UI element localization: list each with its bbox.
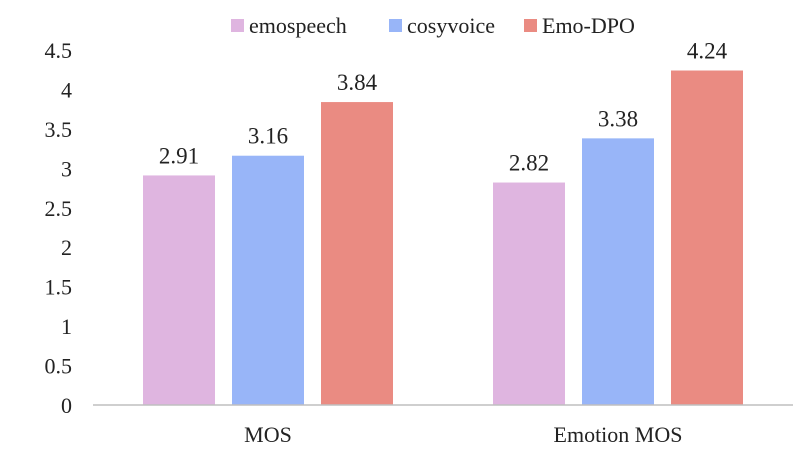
x-axis: MOS Emotion MOS (244, 422, 682, 447)
y-tick-label-4: 2 (61, 235, 72, 260)
y-tick-label-2: 1 (61, 314, 72, 339)
bar-emo-dpo-mos (321, 102, 393, 406)
legend-item-emospeech: emospeech (231, 13, 347, 38)
x-category-label-emotion-mos: Emotion MOS (554, 422, 683, 447)
y-tick-label-3: 1.5 (45, 275, 73, 300)
legend-label-emospeech: emospeech (249, 13, 347, 38)
legend-swatch-emo-dpo (524, 19, 537, 32)
y-tick-label-0: 0 (61, 393, 72, 418)
legend-label-cosyvoice: cosyvoice (407, 13, 495, 38)
bar-emospeech-emotion-mos (493, 182, 565, 405)
y-tick-label-8: 4 (61, 77, 72, 102)
y-tick-label-7: 3.5 (45, 117, 73, 142)
legend-item-emo-dpo: Emo-DPO (524, 13, 635, 38)
bar-emospeech-mos (143, 175, 215, 405)
y-axis: 0 0.5 1 1.5 2 2.5 3 3.5 4 4.5 (45, 38, 73, 418)
legend: emospeech cosyvoice Emo-DPO (231, 13, 635, 38)
y-tick-label-9: 4.5 (45, 38, 73, 63)
legend-swatch-emospeech (231, 19, 244, 32)
bars-group (143, 70, 743, 406)
data-label-emo-dpo-mos: 3.84 (337, 70, 378, 95)
data-label-emospeech-emotion-mos: 2.82 (509, 151, 549, 176)
data-label-emospeech-mos: 2.91 (159, 143, 199, 168)
legend-item-cosyvoice: cosyvoice (389, 13, 495, 38)
bar-cosyvoice-mos (232, 155, 304, 405)
data-label-cosyvoice-mos: 3.16 (248, 124, 288, 149)
y-tick-label-5: 2.5 (45, 196, 73, 221)
data-label-emo-dpo-emotion-mos: 4.24 (687, 39, 728, 64)
y-tick-label-1: 0.5 (45, 354, 73, 379)
data-labels-group: 2.91 3.16 3.84 2.82 3.38 4.24 (159, 39, 728, 176)
legend-label-emo-dpo: Emo-DPO (542, 13, 635, 38)
bar-cosyvoice-emotion-mos (582, 138, 654, 405)
y-tick-label-6: 3 (61, 156, 72, 181)
bar-emo-dpo-emotion-mos (671, 70, 743, 405)
x-category-label-mos: MOS (244, 422, 292, 447)
legend-swatch-cosyvoice (389, 19, 402, 32)
data-label-cosyvoice-emotion-mos: 3.38 (598, 106, 638, 131)
